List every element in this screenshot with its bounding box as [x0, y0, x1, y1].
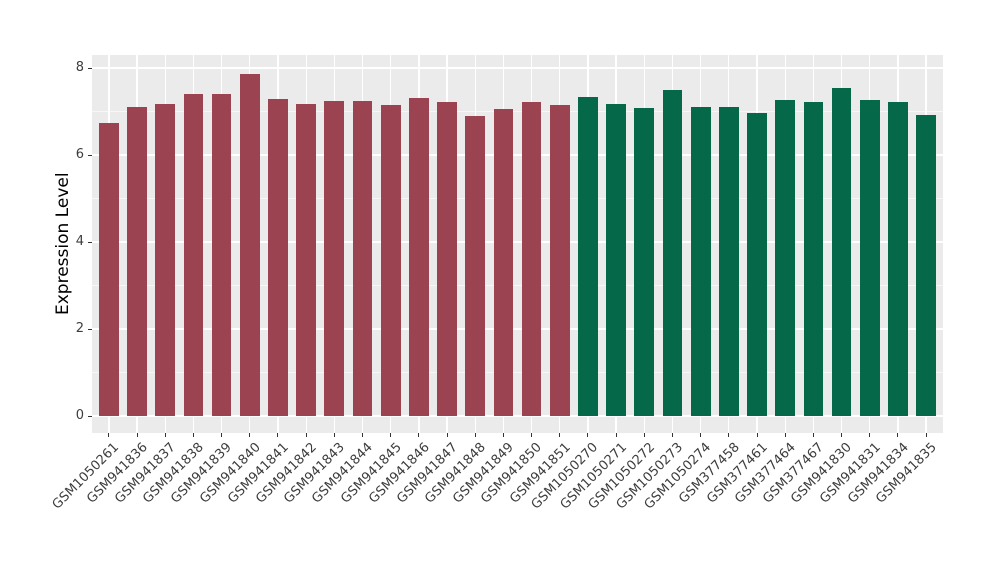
bar [606, 104, 626, 417]
x-tick-mark [756, 433, 758, 437]
x-tick-mark [192, 433, 194, 437]
x-tick-mark [587, 433, 589, 437]
bar [549, 105, 570, 417]
bar [634, 108, 655, 417]
x-tick-mark [221, 433, 223, 437]
bar [268, 98, 288, 417]
bar [380, 104, 401, 417]
x-tick-mark [502, 433, 504, 437]
x-tick-mark [615, 433, 617, 437]
bar [775, 100, 796, 417]
x-tick-mark [277, 433, 279, 437]
bar [803, 101, 824, 417]
gridline-minor-y [92, 111, 943, 113]
bar [239, 73, 260, 417]
x-tick-mark [305, 433, 307, 437]
bar [578, 97, 598, 417]
x-tick-mark [925, 433, 927, 437]
bar [859, 99, 880, 417]
gridline-major-y [92, 241, 943, 243]
gridline-minor-y [92, 372, 943, 374]
bar [99, 123, 119, 417]
x-tick-mark [897, 433, 899, 437]
x-tick-mark [164, 433, 166, 437]
bar [916, 114, 936, 417]
bar [155, 104, 176, 417]
bar [690, 106, 711, 417]
gridline-major-y [92, 67, 943, 69]
y-tick-mark [88, 154, 92, 156]
bar [352, 100, 373, 417]
x-tick-mark [841, 433, 843, 437]
x-tick-mark [812, 433, 814, 437]
x-tick-mark [446, 433, 448, 437]
y-tick-mark [88, 328, 92, 330]
y-tick-mark [88, 241, 92, 243]
x-tick-mark [136, 433, 138, 437]
bar [521, 101, 542, 417]
x-tick-mark [390, 433, 392, 437]
bar [493, 108, 514, 417]
x-tick-mark [108, 433, 110, 437]
plot-area [92, 55, 943, 433]
gridline-minor-y [92, 198, 943, 200]
bar [831, 88, 852, 417]
y-tick-label: 8 [75, 60, 84, 76]
x-tick-mark [784, 433, 786, 437]
x-tick-mark [671, 433, 673, 437]
gridline-major-y [92, 415, 943, 417]
x-tick-mark [474, 433, 476, 437]
bar [296, 104, 316, 417]
x-tick-mark [362, 433, 364, 437]
x-tick-mark [531, 433, 533, 437]
x-tick-mark [869, 433, 871, 437]
bar [662, 89, 683, 417]
y-tick-mark [88, 415, 92, 417]
x-tick-mark [643, 433, 645, 437]
bar [465, 116, 486, 417]
bar [888, 101, 908, 417]
x-tick-mark [418, 433, 420, 437]
gridline-major-y [92, 154, 943, 156]
y-tick-label: 2 [75, 321, 84, 337]
bar [747, 112, 767, 417]
bar [127, 107, 147, 417]
bar [211, 94, 232, 417]
x-tick-mark [559, 433, 561, 437]
y-tick-label: 4 [75, 234, 84, 250]
x-tick-mark [333, 433, 335, 437]
gridline-major-y [92, 328, 943, 330]
bar [409, 98, 429, 417]
y-tick-label: 0 [75, 408, 84, 424]
bar [324, 100, 345, 417]
gridline-minor-y [92, 285, 943, 287]
bar [718, 107, 739, 417]
x-tick-mark [728, 433, 730, 437]
bar [437, 102, 457, 417]
x-tick-mark [700, 433, 702, 437]
bar [183, 94, 204, 417]
x-tick-mark [249, 433, 251, 437]
y-tick-mark [88, 67, 92, 69]
y-tick-label: 6 [75, 147, 84, 163]
